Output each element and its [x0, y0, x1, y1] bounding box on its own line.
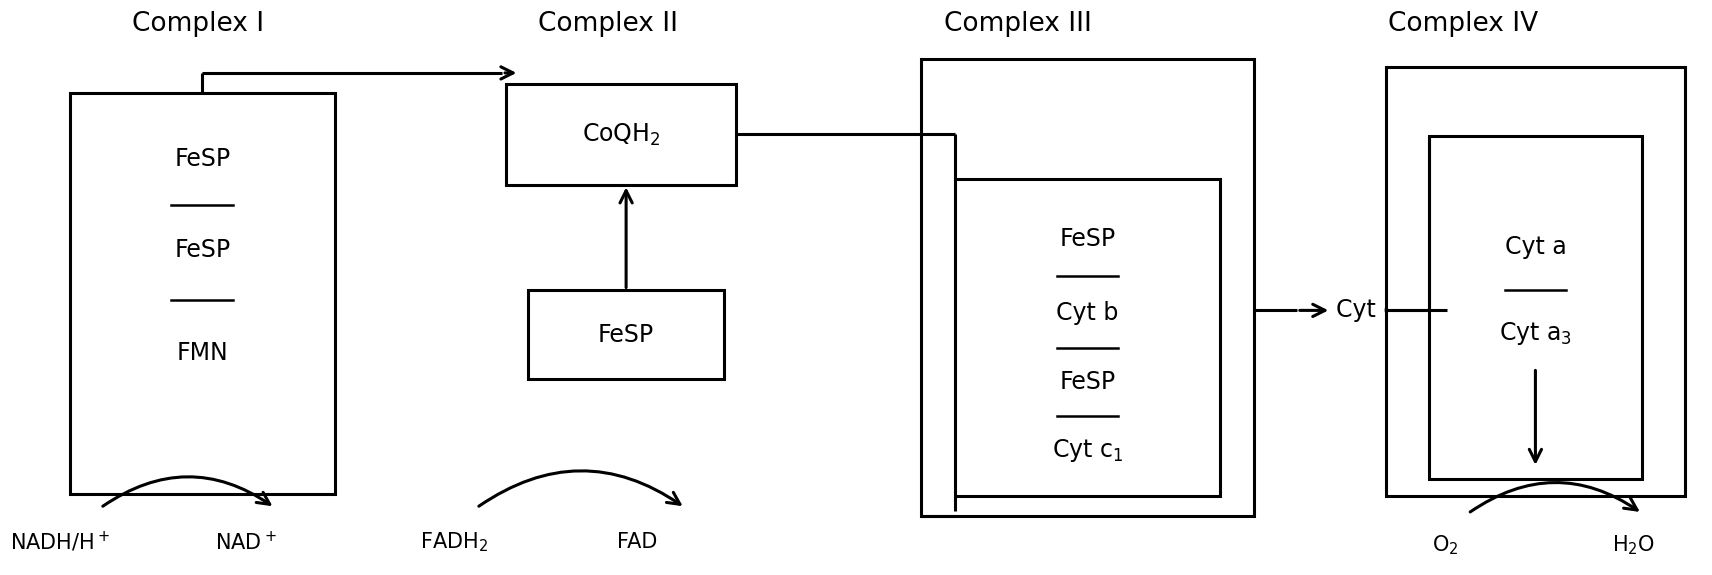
Text: FMN: FMN [176, 342, 228, 365]
Text: Complex III: Complex III [945, 12, 1092, 37]
Text: CoQH$_2$: CoQH$_2$ [582, 121, 661, 148]
Text: FeSP: FeSP [175, 238, 231, 262]
Text: Cyt a: Cyt a [1505, 235, 1566, 259]
FancyBboxPatch shape [1428, 136, 1642, 479]
Text: O$_2$: O$_2$ [1433, 533, 1459, 557]
Text: Complex IV: Complex IV [1388, 12, 1537, 37]
Text: FADH$_2$: FADH$_2$ [419, 530, 488, 554]
Text: Cyt c$_1$: Cyt c$_1$ [1051, 437, 1123, 464]
Text: FeSP: FeSP [1060, 370, 1116, 394]
Text: FeSP: FeSP [1060, 227, 1116, 251]
FancyBboxPatch shape [1385, 67, 1685, 496]
Text: H$_2$O: H$_2$O [1613, 533, 1656, 557]
FancyBboxPatch shape [921, 59, 1255, 516]
FancyBboxPatch shape [955, 179, 1221, 496]
Text: FAD: FAD [616, 532, 657, 552]
FancyBboxPatch shape [505, 85, 736, 185]
Text: Cyt b: Cyt b [1056, 301, 1118, 325]
Text: FeSP: FeSP [175, 147, 231, 171]
Text: Cyt a$_3$: Cyt a$_3$ [1500, 320, 1572, 347]
Text: FeSP: FeSP [597, 323, 654, 347]
Text: Complex I: Complex I [132, 12, 264, 37]
Text: NADH/H$^+$: NADH/H$^+$ [10, 530, 110, 554]
Text: Cyt c: Cyt c [1337, 298, 1397, 323]
Text: Complex II: Complex II [538, 12, 678, 37]
FancyBboxPatch shape [527, 290, 724, 379]
FancyBboxPatch shape [70, 93, 334, 493]
Text: NAD$^+$: NAD$^+$ [216, 531, 277, 554]
